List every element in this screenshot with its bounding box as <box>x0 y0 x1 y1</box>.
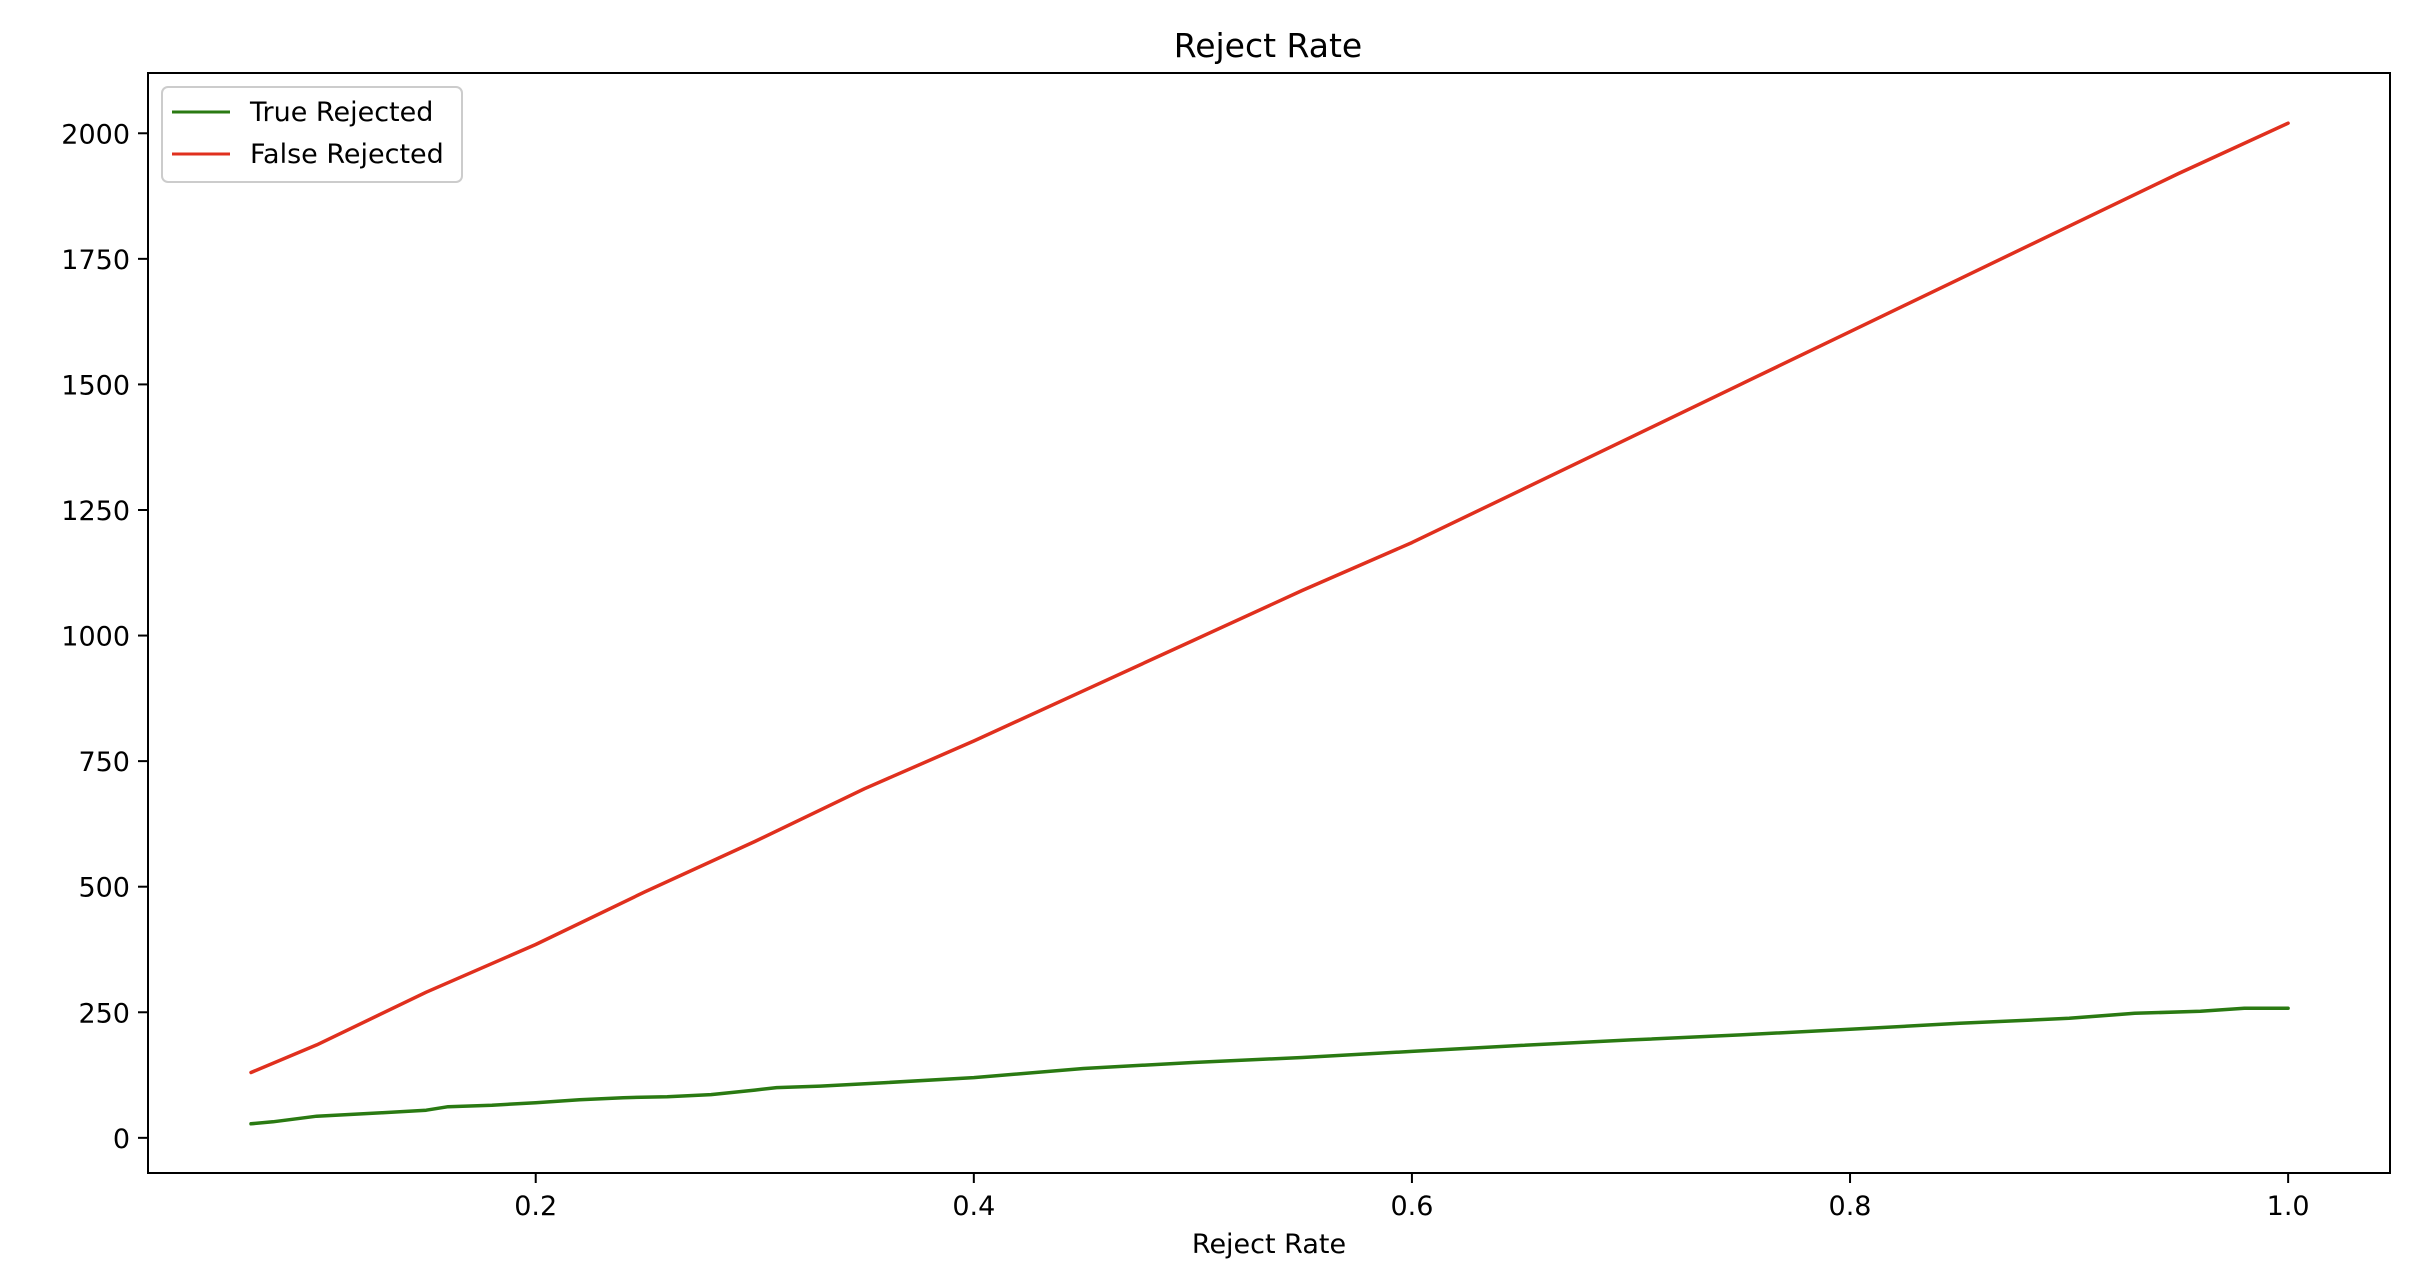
y-tick-label: 750 <box>78 747 130 778</box>
legend-label-true-rejected: True Rejected <box>249 97 433 128</box>
y-axis: 0 250 500 750 1000 1250 1500 1750 2000 <box>61 119 148 1155</box>
series-layer <box>249 121 2290 1126</box>
series-line-false-rejected <box>249 121 2290 1075</box>
x-tick-label: 0.2 <box>514 1191 557 1222</box>
legend-label-false-rejected: False Rejected <box>250 139 444 170</box>
x-tick-label: 0.6 <box>1390 1191 1433 1222</box>
x-tick-label: 1.0 <box>2267 1191 2310 1222</box>
legend-box <box>161 86 463 183</box>
legend: True Rejected False Rejected <box>161 86 463 183</box>
y-tick-label: 1000 <box>61 622 130 653</box>
plot-area <box>147 72 2391 1174</box>
y-tick-label: 250 <box>78 998 130 1029</box>
y-tick-label: 1250 <box>61 496 130 527</box>
x-tick-label: 0.8 <box>1829 1191 1872 1222</box>
y-tick-label: 1750 <box>61 245 130 276</box>
y-tick-label: 2000 <box>61 119 130 150</box>
y-tick-label: 1500 <box>61 370 130 401</box>
y-tick-label: 0 <box>113 1124 130 1155</box>
x-axis: 0.2 0.4 0.6 0.8 1.0 <box>514 1173 2310 1222</box>
y-tick-label: 500 <box>78 873 130 904</box>
series-line-true-rejected <box>249 1006 2290 1126</box>
plot-frame <box>147 72 2391 1174</box>
x-tick-label: 0.4 <box>952 1191 995 1222</box>
x-axis-title: Reject Rate <box>1192 1229 1346 1260</box>
chart-title: Reject Rate <box>1174 26 1362 65</box>
